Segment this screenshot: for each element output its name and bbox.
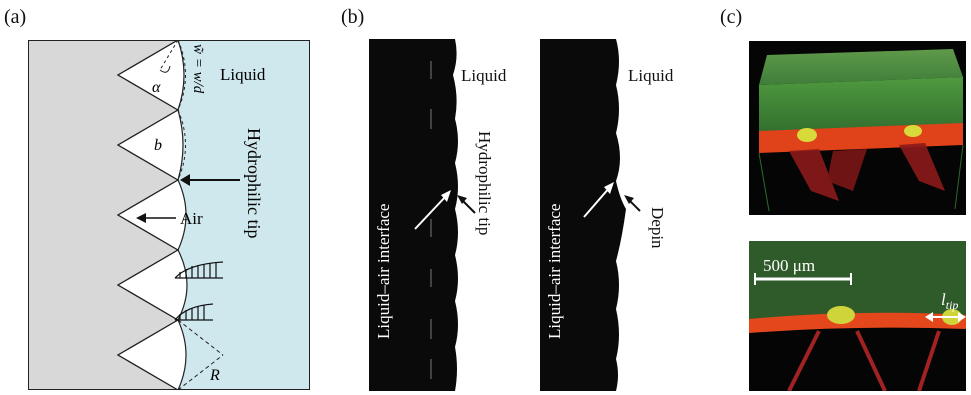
b-left-liquid-label: Liquid [461, 66, 507, 85]
air-label: Air [180, 209, 203, 228]
c-red-cavity-1 [789, 149, 839, 201]
air-arrow-head [136, 213, 146, 223]
c-box-edge-right [954, 144, 964, 210]
panel-a-liquid-label: Liquid [220, 65, 266, 84]
panel-c-label: (c) [720, 6, 743, 28]
l-tip-label: ltip [941, 290, 958, 312]
panel-b-right-image: Liquid Liquid–air interface Depin [540, 39, 700, 391]
b-right-white-arrow [583, 186, 611, 218]
c-red-cavity-3 [899, 143, 945, 191]
c2-red-wall-1 [787, 330, 821, 391]
dark-air-region-right [540, 39, 626, 391]
b-left-tip-label: Hydrophilic tip [475, 131, 494, 235]
c-tip-glow-2 [904, 125, 922, 137]
tip-arrow-head [180, 174, 190, 186]
width-formula-label: w̃ = w/d [190, 44, 206, 94]
alpha-label: α [152, 79, 161, 96]
panel-c-3d-image [749, 41, 966, 215]
dashed-meniscus-1 [177, 40, 186, 111]
panel-b-label: (b) [341, 6, 365, 28]
panel-a-diagram: Liquid α w̃ = w/d b Hydrophilic tip Air … [28, 40, 310, 390]
b-left-white-arrow [414, 194, 448, 230]
dashed-meniscus-2 [177, 109, 186, 181]
hydrophilic-tip-label: Hydrophilic tip [244, 128, 264, 239]
R-label: R [209, 367, 220, 384]
b-left-black-arrowhead [457, 195, 467, 204]
c2-tip-glow-1 [827, 306, 855, 324]
panel-a-label: (a) [4, 6, 27, 28]
b-right-interface-label: Liquid–air interface [545, 204, 564, 339]
alpha-arc [159, 65, 171, 73]
b-label: b [154, 137, 162, 154]
c-box-edge-left [758, 152, 770, 212]
c2-red-wall-2 [855, 330, 887, 391]
radius-line-2 [177, 354, 224, 390]
c2-red-wall-3 [917, 330, 941, 391]
panel-b-left-image: Liquid Liquid–air interface Hydrophilic … [369, 39, 523, 391]
dark-air-region-left [369, 39, 458, 391]
radius-line-1 [177, 319, 224, 356]
panel-a-frame [28, 40, 310, 390]
b-right-white-arrowhead [604, 182, 614, 194]
c-top-face [759, 49, 963, 85]
b-right-depin-label: Depin [648, 207, 667, 249]
c-red-cavity-2 [827, 149, 867, 191]
c-tip-glow-1 [797, 128, 817, 142]
velocity-profile-1 [174, 261, 224, 279]
b-left-white-arrowhead [441, 190, 451, 202]
b-right-black-arrowhead [624, 195, 634, 204]
scale-bar-label: 500 μm [763, 256, 815, 275]
velocity-profile-2 [174, 303, 214, 321]
panel-c-section-image: 500 μm ltip [749, 241, 966, 391]
b-right-liquid-label: Liquid [628, 66, 674, 85]
c2-red-interface [749, 312, 966, 333]
c-front-face [759, 77, 963, 139]
b-left-interface-label: Liquid–air interface [374, 204, 393, 339]
